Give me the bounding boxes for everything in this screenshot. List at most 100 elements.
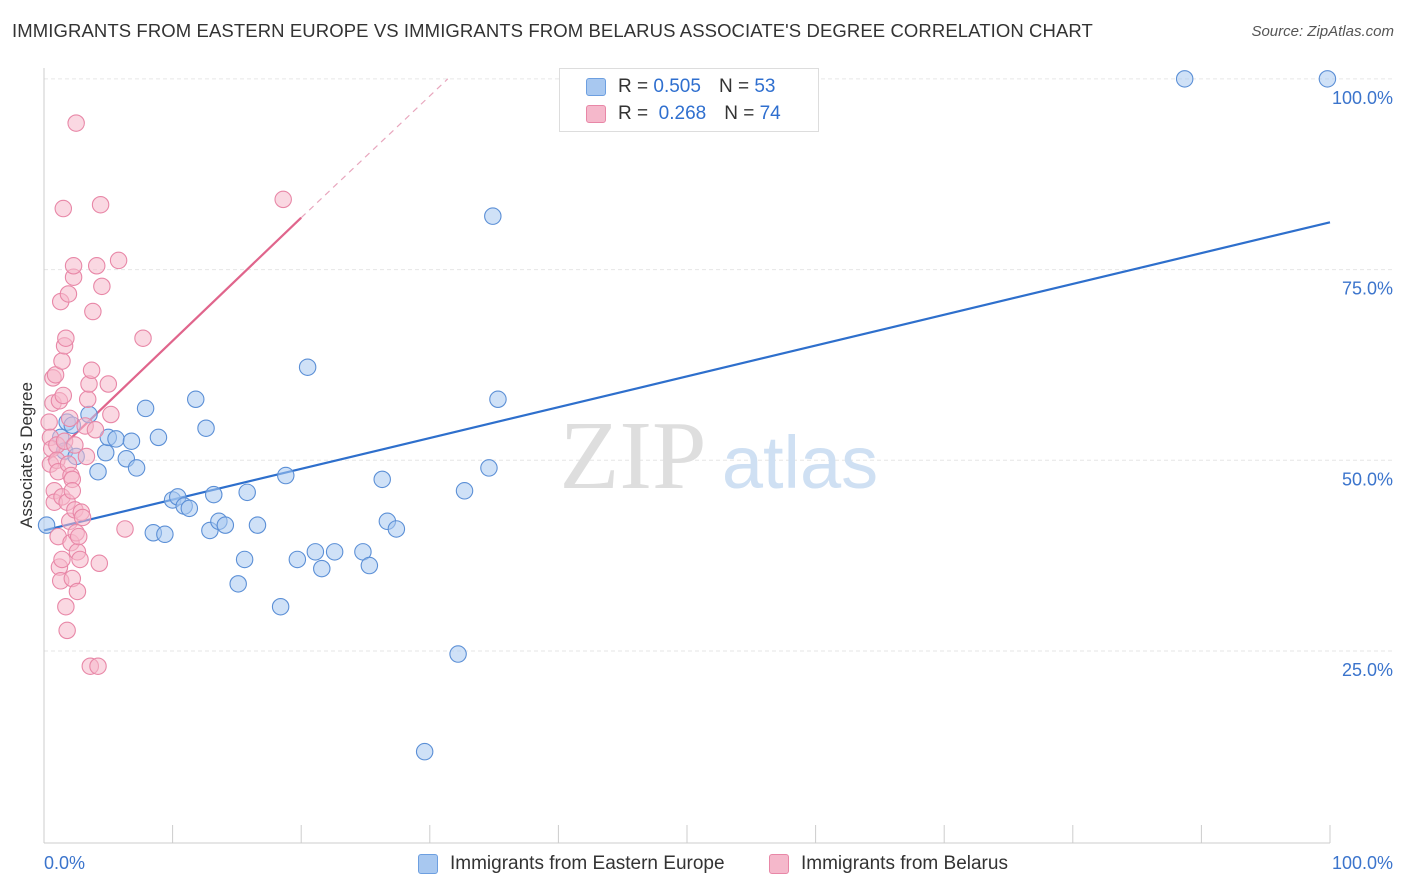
point-eastern-europe — [216, 516, 235, 534]
y-tick-label: 100.0% — [1332, 88, 1393, 108]
point-belarus — [116, 520, 134, 538]
y-tick-label: 75.0% — [1342, 279, 1393, 299]
point-eastern-europe — [325, 543, 344, 561]
point-belarus — [73, 508, 92, 527]
point-eastern-europe — [455, 482, 474, 500]
point-eastern-europe — [235, 550, 254, 569]
legend-n-label: N = — [718, 76, 750, 97]
grid-lines — [44, 78, 1392, 652]
bottom-legend-label: Immigrants from Eastern Europe — [450, 853, 725, 874]
point-eastern-europe — [96, 443, 115, 462]
point-eastern-europe — [156, 525, 174, 544]
point-eastern-europe — [489, 390, 507, 409]
point-belarus — [40, 413, 58, 431]
point-belarus — [66, 436, 84, 454]
legend-row-eastern-europe: R = 0.505 N = 53 — [586, 75, 775, 99]
point-belarus — [57, 597, 75, 616]
point-belarus — [59, 285, 78, 303]
point-belarus — [90, 554, 109, 573]
point-eastern-europe — [360, 556, 379, 575]
point-eastern-europe — [89, 462, 107, 481]
tick-labels: 25.0% 50.0% 75.0% 100.0% 0.0% 100.0% — [44, 88, 1393, 873]
point-belarus — [53, 352, 71, 370]
y-axis-label: Associate's Degree — [17, 382, 36, 528]
point-eastern-europe — [313, 559, 331, 578]
watermark-atlas: atlas — [722, 421, 878, 504]
point-belarus — [60, 409, 79, 428]
point-eastern-europe — [298, 358, 317, 376]
point-belarus — [57, 329, 75, 347]
point-belarus — [87, 257, 106, 275]
point-eastern-europe — [1318, 70, 1337, 88]
point-belarus — [91, 195, 110, 214]
legend-swatch-belarus — [586, 105, 606, 123]
chart-title: IMMIGRANTS FROM EASTERN EUROPE VS IMMIGR… — [12, 20, 1093, 41]
point-belarus — [93, 277, 111, 296]
data-points — [37, 70, 1337, 761]
bottom-legend-eastern-europe: Immigrants from Eastern Europe — [418, 852, 725, 876]
point-belarus — [64, 257, 83, 275]
point-belarus — [89, 657, 107, 675]
point-eastern-europe — [122, 432, 141, 450]
point-eastern-europe — [149, 428, 168, 447]
point-eastern-europe — [248, 516, 267, 534]
trend-line-eastern-europe — [43, 221, 1331, 532]
point-belarus — [54, 386, 73, 405]
point-eastern-europe — [306, 543, 325, 561]
legend-n-label: N = — [724, 103, 755, 124]
source-label: Source: ZipAtlas.com — [1251, 23, 1394, 40]
point-eastern-europe — [205, 485, 223, 504]
watermark-zip: ZIP — [560, 402, 707, 510]
point-eastern-europe — [136, 399, 155, 418]
point-eastern-europe — [180, 499, 199, 518]
bottom-legend-label: Immigrants from Belarus — [801, 853, 1008, 874]
point-eastern-europe — [449, 645, 467, 663]
legend-n-value: 53 — [754, 76, 776, 97]
point-eastern-europe — [373, 470, 391, 489]
point-eastern-europe — [484, 207, 502, 225]
legend-swatch-eastern-europe — [586, 78, 606, 96]
point-eastern-europe — [288, 550, 307, 569]
point-belarus — [134, 329, 152, 347]
y-tick-label: 25.0% — [1342, 660, 1393, 680]
bottom-legend-swatch-eastern-europe — [418, 854, 438, 874]
point-belarus — [78, 390, 97, 409]
point-belarus — [82, 361, 101, 380]
legend: R = 0.505 N = 53 R = 0.268 N = 74 — [559, 68, 819, 132]
legend-r-label: R = — [618, 103, 649, 124]
bottom-legend-belarus: Immigrants from Belarus — [769, 852, 1008, 876]
point-belarus — [63, 482, 82, 500]
point-eastern-europe — [229, 575, 247, 593]
point-belarus — [77, 447, 96, 466]
legend-n-value: 74 — [759, 103, 781, 124]
axes — [43, 68, 1331, 844]
bottom-legend-swatch-belarus — [769, 854, 789, 874]
point-eastern-europe — [415, 742, 434, 761]
point-belarus — [69, 527, 88, 546]
x-tick-label: 0.0% — [44, 853, 85, 873]
point-eastern-europe — [480, 459, 498, 477]
point-eastern-europe — [127, 459, 146, 477]
point-belarus — [86, 421, 105, 439]
point-eastern-europe — [1175, 70, 1194, 88]
legend-r-value: 0.268 — [658, 103, 707, 124]
point-eastern-europe — [277, 466, 295, 485]
point-belarus — [54, 199, 73, 218]
point-belarus — [53, 550, 71, 569]
legend-r-label: R = — [618, 76, 649, 97]
x-tick-label: 100.0% — [1332, 853, 1393, 873]
point-eastern-europe — [107, 430, 125, 448]
point-eastern-europe — [271, 597, 290, 616]
point-belarus — [99, 375, 118, 393]
point-belarus — [274, 190, 292, 209]
point-eastern-europe — [37, 516, 56, 534]
watermark: ZIP atlas — [560, 402, 879, 510]
y-tick-label: 50.0% — [1342, 469, 1393, 489]
point-eastern-europe — [387, 520, 406, 538]
legend-r-value: 0.505 — [653, 76, 701, 97]
point-belarus — [71, 550, 89, 569]
point-eastern-europe — [238, 483, 256, 502]
point-belarus — [109, 251, 128, 270]
point-belarus — [84, 302, 102, 321]
